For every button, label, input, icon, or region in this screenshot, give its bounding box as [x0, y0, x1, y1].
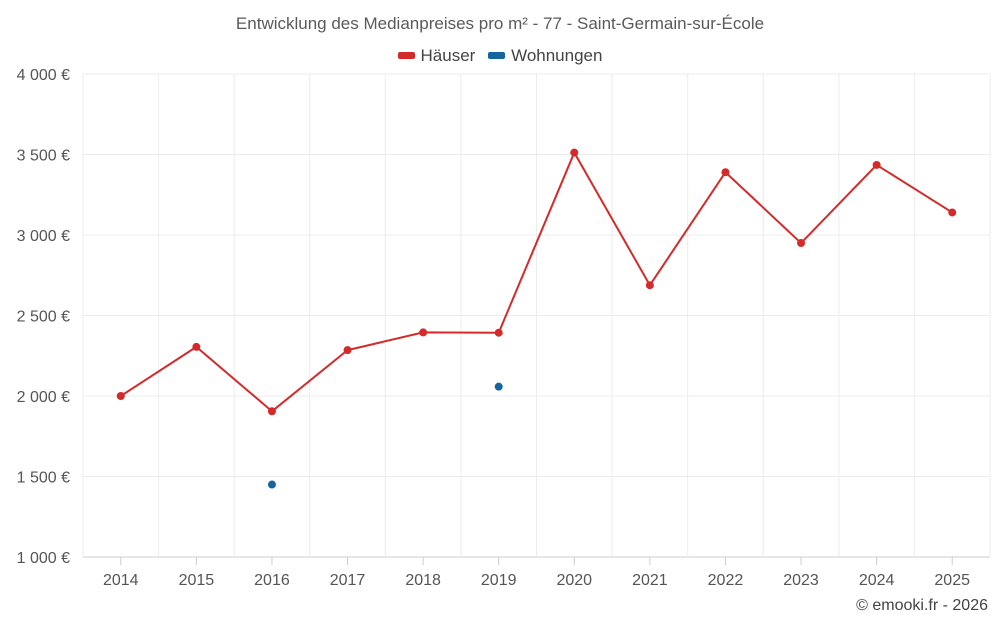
x-tick-label: 2024 [859, 572, 895, 589]
y-tick-label: 3 000 € [17, 228, 70, 245]
legend-item-haeuser[interactable]: Häuser [397, 45, 476, 66]
legend-label-wohnungen: Wohnungen [511, 45, 603, 65]
data-point-0 [645, 281, 654, 290]
data-point-0 [192, 342, 201, 351]
y-tick-label: 1 500 € [17, 470, 70, 487]
data-point-1 [267, 480, 276, 489]
copyright-text: © emooki.fr - 2026 [856, 597, 988, 614]
series-line-0 [120, 151, 953, 413]
y-tick-label: 3 500 € [17, 148, 70, 165]
y-tick-label: 2 500 € [17, 309, 70, 326]
data-point-0 [419, 328, 428, 337]
data-point-0 [872, 160, 881, 169]
chart-legend: Häuser Wohnungen [0, 44, 1000, 66]
data-point-1 [494, 382, 503, 391]
x-tick-label: 2018 [405, 572, 441, 589]
x-tick-label: 2022 [708, 572, 744, 589]
legend-swatch-wohnungen [488, 52, 506, 59]
y-tick-label: 2 000 € [17, 389, 70, 406]
x-tick-label: 2017 [330, 572, 366, 589]
x-tick-label: 2021 [632, 572, 668, 589]
legend-label-haeuser: Häuser [420, 45, 476, 65]
x-tick-label: 2015 [179, 572, 215, 589]
x-tick-label: 2014 [103, 572, 139, 589]
legend-swatch-haeuser [397, 52, 415, 59]
data-point-0 [797, 239, 806, 248]
data-point-0 [948, 208, 957, 217]
legend-item-wohnungen[interactable]: Wohnungen [488, 46, 602, 66]
data-point-0 [721, 168, 730, 177]
x-tick-label: 2019 [481, 572, 517, 589]
chart-title: Entwicklung des Medianpreises pro m² - 7… [235, 14, 765, 33]
x-tick-label: 2023 [783, 572, 819, 589]
data-point-0 [267, 407, 276, 416]
x-tick-label: 2020 [556, 572, 592, 589]
data-point-0 [494, 328, 503, 337]
y-tick-label: 4 000 € [17, 67, 70, 84]
data-point-0 [343, 346, 352, 355]
y-tick-label: 1 000 € [17, 550, 70, 567]
x-tick-label: 2025 [934, 572, 970, 589]
data-point-0 [570, 148, 579, 157]
x-tick-label: 2016 [254, 572, 290, 589]
data-point-0 [116, 392, 125, 400]
